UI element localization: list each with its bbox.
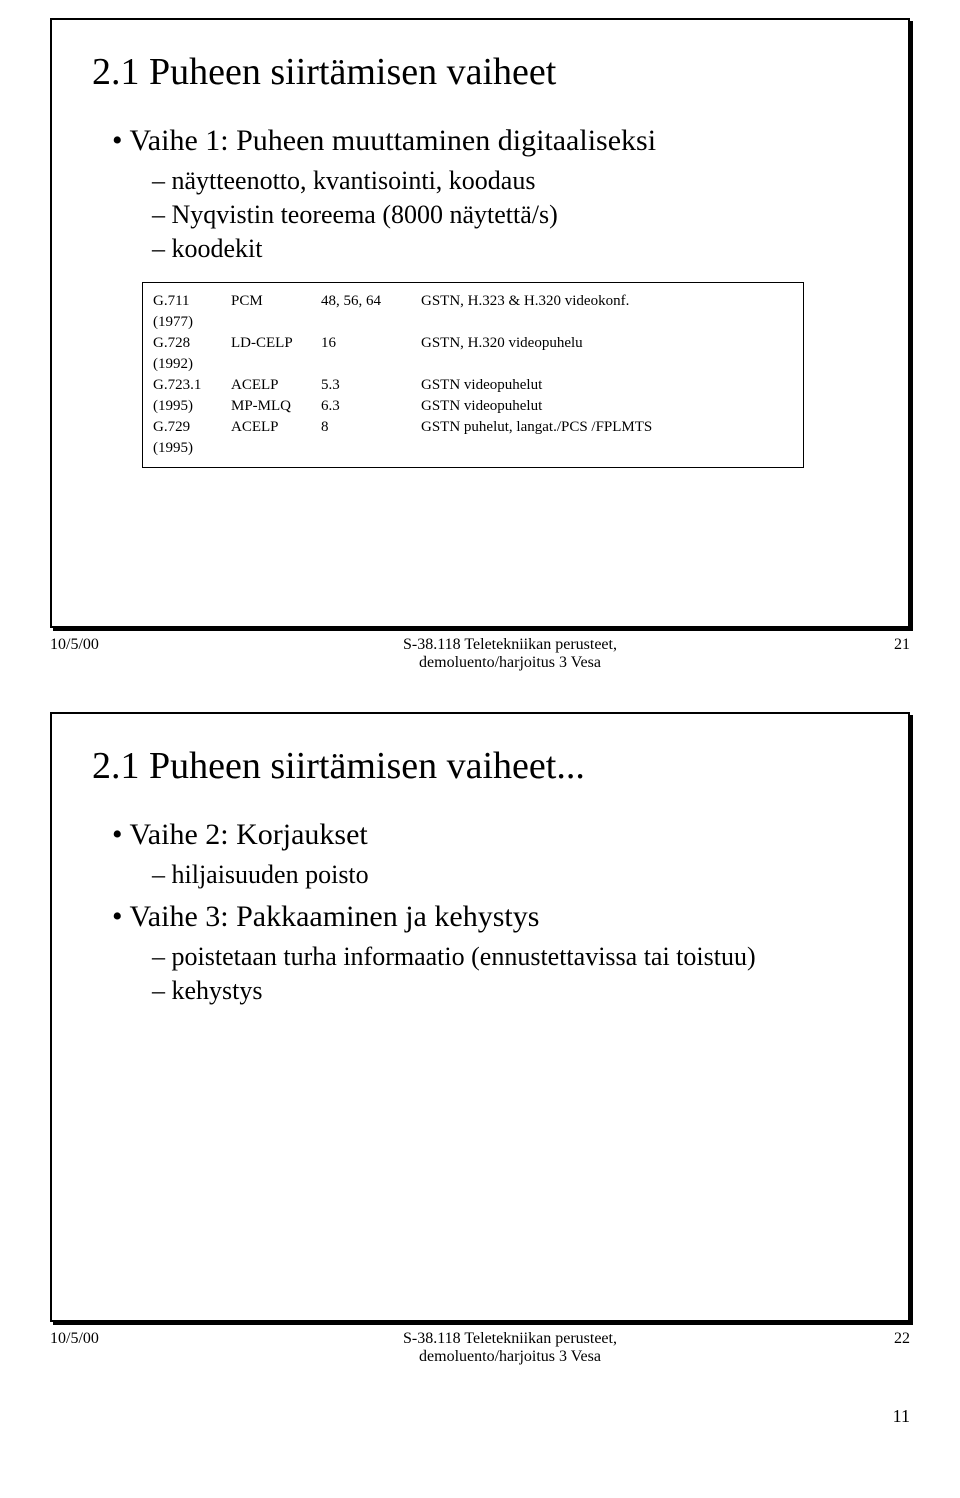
footer-course: S-38.118 Teletekniikan perusteet, demolu… bbox=[170, 1330, 850, 1366]
footer-line-1: S-38.118 Teletekniikan perusteet, bbox=[170, 636, 850, 654]
codec-cell: 5.3 bbox=[321, 375, 421, 396]
footer-date: 10/5/00 bbox=[50, 1330, 170, 1366]
codec-cell bbox=[231, 438, 321, 459]
codec-cell bbox=[321, 312, 421, 333]
codec-cell: (1995) bbox=[153, 396, 231, 417]
codec-cell: ACELP bbox=[231, 417, 321, 438]
codec-row: G.711 PCM 48, 56, 64 GSTN, H.323 & H.320… bbox=[153, 291, 793, 312]
codec-table: G.711 PCM 48, 56, 64 GSTN, H.323 & H.320… bbox=[142, 282, 804, 468]
footer-course: S-38.118 Teletekniikan perusteet, demolu… bbox=[170, 636, 850, 672]
slide-2-sub-2: poistetaan turha informaatio (ennustetta… bbox=[152, 942, 868, 972]
slide-1-title: 2.1 Puheen siirtämisen vaiheet bbox=[92, 50, 868, 94]
slide-1: 2.1 Puheen siirtämisen vaiheet Vaihe 1: … bbox=[50, 18, 910, 628]
codec-cell: 48, 56, 64 bbox=[321, 291, 421, 312]
footer-slide-num: 22 bbox=[850, 1330, 910, 1366]
codec-cell: GSTN, H.323 & H.320 videokonf. bbox=[421, 291, 793, 312]
footer-line-2: demoluento/harjoitus 3 Vesa bbox=[170, 654, 850, 672]
codec-cell bbox=[421, 354, 793, 375]
codec-cell: G.728 bbox=[153, 333, 231, 354]
codec-cell bbox=[421, 312, 793, 333]
codec-row: (1995) MP-MLQ 6.3 GSTN videopuhelut bbox=[153, 396, 793, 417]
codec-row: G.728 LD-CELP 16 GSTN, H.320 videopuhelu bbox=[153, 333, 793, 354]
codec-cell: LD-CELP bbox=[231, 333, 321, 354]
codec-cell bbox=[321, 354, 421, 375]
slide-1-footer: 10/5/00 S-38.118 Teletekniikan perusteet… bbox=[50, 636, 910, 672]
codec-cell: GSTN, H.320 videopuhelu bbox=[421, 333, 793, 354]
codec-row: (1992) bbox=[153, 354, 793, 375]
footer-line-2: demoluento/harjoitus 3 Vesa bbox=[170, 1348, 850, 1366]
slide-2: 2.1 Puheen siirtämisen vaiheet... Vaihe … bbox=[50, 712, 910, 1322]
footer-slide-num: 21 bbox=[850, 636, 910, 672]
codec-cell: GSTN videopuhelut bbox=[421, 396, 793, 417]
footer-line-1: S-38.118 Teletekniikan perusteet, bbox=[170, 1330, 850, 1348]
codec-cell: (1977) bbox=[153, 312, 231, 333]
codec-row: G.729 ACELP 8 GSTN puhelut, langat./PCS … bbox=[153, 417, 793, 438]
codec-cell: PCM bbox=[231, 291, 321, 312]
slide-1-bullet-1: Vaihe 1: Puheen muuttaminen digitaalisek… bbox=[112, 124, 868, 158]
slide-2-bullet-2: Vaihe 3: Pakkaaminen ja kehystys bbox=[112, 900, 868, 934]
codec-cell: G.729 bbox=[153, 417, 231, 438]
codec-cell bbox=[231, 354, 321, 375]
codec-cell bbox=[231, 312, 321, 333]
codec-cell: (1995) bbox=[153, 438, 231, 459]
codec-cell: 6.3 bbox=[321, 396, 421, 417]
page-number: 11 bbox=[0, 1406, 910, 1427]
codec-cell: 16 bbox=[321, 333, 421, 354]
codec-cell: MP-MLQ bbox=[231, 396, 321, 417]
codec-cell: 8 bbox=[321, 417, 421, 438]
slide-2-footer: 10/5/00 S-38.118 Teletekniikan perusteet… bbox=[50, 1330, 910, 1366]
codec-cell: ACELP bbox=[231, 375, 321, 396]
codec-cell bbox=[321, 438, 421, 459]
codec-cell: (1992) bbox=[153, 354, 231, 375]
slide-1-sub-1: näytteenotto, kvantisointi, koodaus bbox=[152, 166, 868, 196]
slide-2-title: 2.1 Puheen siirtämisen vaiheet... bbox=[92, 744, 868, 788]
footer-date: 10/5/00 bbox=[50, 636, 170, 672]
slide-2-bullet-1: Vaihe 2: Korjaukset bbox=[112, 818, 868, 852]
codec-cell: G.711 bbox=[153, 291, 231, 312]
codec-cell bbox=[421, 438, 793, 459]
slide-2-sub-1: hiljaisuuden poisto bbox=[152, 860, 868, 890]
codec-cell: G.723.1 bbox=[153, 375, 231, 396]
slide-1-sub-3: koodekit bbox=[152, 234, 868, 264]
codec-row: (1977) bbox=[153, 312, 793, 333]
codec-row: (1995) bbox=[153, 438, 793, 459]
slide-2-sub-3: kehystys bbox=[152, 976, 868, 1006]
codec-row: G.723.1 ACELP 5.3 GSTN videopuhelut bbox=[153, 375, 793, 396]
slide-1-sub-2: Nyqvistin teoreema (8000 näytettä/s) bbox=[152, 200, 868, 230]
codec-cell: GSTN videopuhelut bbox=[421, 375, 793, 396]
codec-cell: GSTN puhelut, langat./PCS /FPLMTS bbox=[421, 417, 793, 438]
